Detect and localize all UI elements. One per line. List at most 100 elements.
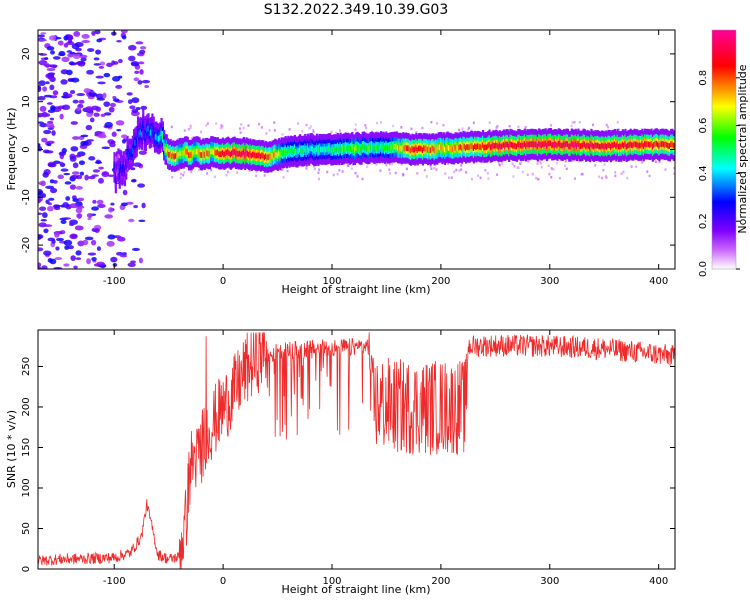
heatmap-cell [183,148,187,155]
heatmap-cell [86,213,93,218]
heatmap-cell [147,125,150,132]
y-tick-label: 0 [21,146,32,152]
heatmap-cell [555,162,558,165]
heatmap-cell [138,219,146,223]
heatmap-cell [493,143,496,149]
heatmap-cell [112,98,120,102]
heatmap-cell [258,122,261,126]
heatmap-cell [75,185,83,190]
heatmap-cell [314,147,317,154]
heatmap-cell [250,152,253,159]
heatmap-cell [54,231,60,238]
heatmap-cell [50,107,56,111]
heatmap-cell [405,167,408,171]
heatmap-cell [575,142,579,149]
heatmap-cell [115,120,125,126]
heatmap-cell [362,143,366,150]
heatmap-cell [140,105,148,110]
heatmap-cell [116,39,122,43]
heatmap-cell [578,160,581,163]
heatmap-cell [668,143,671,149]
heatmap-cell [603,163,606,166]
heatmap-cell [69,51,76,55]
heatmap-cell [381,144,384,151]
heatmap-cell [203,151,206,158]
heatmap-cell [570,124,573,128]
heatmap-cell [383,145,387,152]
heatmap-cell [94,228,100,233]
heatmap-cell [530,141,533,147]
colorbar-tick-label: 0.6 [698,118,709,134]
heatmap-cell [387,145,391,152]
heatmap-cell [173,153,176,160]
heatmap-cell [388,168,391,171]
heatmap-cell [326,170,329,174]
heatmap-cell [53,266,63,269]
heatmap-cell [361,144,364,150]
heatmap-cell [262,152,265,159]
heatmap-cell [190,170,193,174]
heatmap-cell [391,144,394,151]
heatmap-cell [356,144,359,150]
heatmap-cell [643,141,647,147]
heatmap-cell [600,142,604,149]
heatmap-cell [573,177,576,180]
heatmap-cell [592,143,596,150]
heatmap-cell [40,219,47,222]
heatmap-cell [571,159,574,162]
heatmap-cell [517,166,520,170]
snr-ticks: -100 0 100 200 300 400 0 50 100 150 200 250 [21,330,675,587]
heatmap-cell [648,174,651,178]
heatmap-cell [150,129,153,136]
heatmap-cell [43,94,53,98]
heatmap-cell [518,141,521,148]
heatmap-cell [410,147,413,154]
heatmap-cell [46,46,55,51]
heatmap-cell [128,44,137,51]
heatmap-cell [43,129,52,135]
heatmap-cell [182,173,185,177]
heatmap-cell [38,262,42,268]
heatmap-cell [122,252,127,256]
heatmap-cell [582,141,585,147]
heatmap-cell [85,124,93,131]
heatmap-cell [86,258,91,265]
heatmap-cell [400,163,403,166]
heatmap-cell [76,107,82,112]
heatmap-cell [634,141,637,148]
heatmap-cell [505,141,508,148]
heatmap-cell [396,145,400,151]
heatmap-cell [612,142,615,148]
heatmap-cell [41,212,48,218]
heatmap-cell [620,143,623,150]
heatmap-cell [432,145,435,152]
heatmap-cell [357,145,360,152]
y-tick-label: 250 [21,357,32,376]
heatmap-cell [129,150,132,157]
heatmap-cell [449,145,452,151]
heatmap-cell [339,145,342,151]
heatmap-cell [400,145,404,152]
heatmap-cell [38,212,43,216]
heatmap-cell [403,145,406,152]
heatmap-cell [225,173,228,177]
heatmap-cell [42,86,48,92]
heatmap-cell [667,143,670,149]
heatmap-cell [341,170,344,173]
heatmap-cell [237,151,240,157]
heatmap-cell [72,162,79,169]
heatmap-cell [598,143,601,150]
heatmap-cell [305,167,308,170]
heatmap-cell [127,262,136,267]
heatmap-cell [663,141,666,148]
heatmap-cell [466,144,469,150]
heatmap-cell [547,164,550,168]
heatmap-cell [451,146,455,152]
heatmap-cell [99,61,106,66]
heatmap-cell [81,40,91,43]
heatmap-cell [170,153,174,160]
heatmap-cell [364,144,367,151]
heatmap-cell [633,141,636,147]
heatmap-cell [55,237,64,242]
heatmap-cell [375,163,378,166]
